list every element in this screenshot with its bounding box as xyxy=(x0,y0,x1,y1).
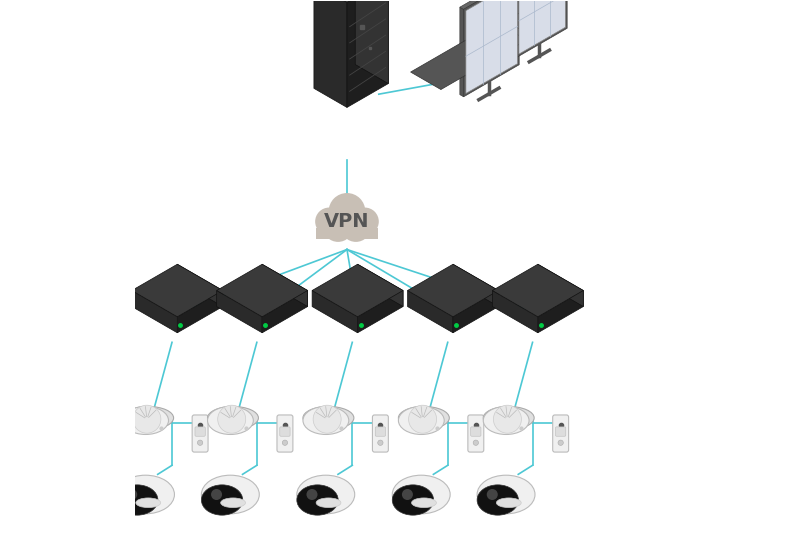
Polygon shape xyxy=(312,264,403,317)
Ellipse shape xyxy=(496,498,522,507)
Ellipse shape xyxy=(202,475,259,514)
FancyBboxPatch shape xyxy=(192,415,208,452)
Ellipse shape xyxy=(202,485,242,515)
Circle shape xyxy=(341,212,371,242)
Circle shape xyxy=(350,207,378,236)
Polygon shape xyxy=(519,0,566,54)
Polygon shape xyxy=(312,290,358,333)
Ellipse shape xyxy=(398,407,444,434)
Circle shape xyxy=(198,440,202,446)
FancyBboxPatch shape xyxy=(373,415,388,452)
Polygon shape xyxy=(178,264,222,306)
Polygon shape xyxy=(464,0,519,97)
Ellipse shape xyxy=(477,485,518,515)
FancyBboxPatch shape xyxy=(277,415,293,452)
Ellipse shape xyxy=(207,407,258,430)
Ellipse shape xyxy=(316,498,341,507)
Polygon shape xyxy=(538,264,583,306)
Polygon shape xyxy=(460,7,464,97)
Ellipse shape xyxy=(297,485,338,515)
Ellipse shape xyxy=(398,407,450,430)
Polygon shape xyxy=(317,228,378,239)
Ellipse shape xyxy=(392,485,434,515)
Polygon shape xyxy=(347,0,388,108)
Ellipse shape xyxy=(221,498,246,507)
Polygon shape xyxy=(132,264,222,317)
Circle shape xyxy=(315,207,343,236)
Ellipse shape xyxy=(207,407,254,434)
Text: VPN: VPN xyxy=(324,212,370,231)
Polygon shape xyxy=(262,290,308,333)
Circle shape xyxy=(313,405,341,433)
FancyBboxPatch shape xyxy=(555,427,566,436)
Polygon shape xyxy=(358,264,403,306)
FancyBboxPatch shape xyxy=(553,415,569,452)
Circle shape xyxy=(126,489,138,500)
Polygon shape xyxy=(217,290,262,333)
Circle shape xyxy=(133,405,161,433)
Polygon shape xyxy=(217,264,308,317)
Polygon shape xyxy=(178,290,222,333)
Circle shape xyxy=(218,405,246,433)
Polygon shape xyxy=(538,290,583,333)
Ellipse shape xyxy=(483,407,529,434)
Circle shape xyxy=(486,489,498,500)
FancyBboxPatch shape xyxy=(280,427,290,436)
Polygon shape xyxy=(466,0,518,93)
Polygon shape xyxy=(517,0,567,58)
Polygon shape xyxy=(460,0,519,10)
Polygon shape xyxy=(407,264,498,317)
Circle shape xyxy=(402,489,413,500)
Polygon shape xyxy=(492,264,583,317)
Polygon shape xyxy=(453,290,498,333)
Ellipse shape xyxy=(477,475,535,514)
Ellipse shape xyxy=(411,498,436,507)
Ellipse shape xyxy=(483,407,534,430)
Ellipse shape xyxy=(514,13,525,28)
Circle shape xyxy=(494,405,522,433)
FancyBboxPatch shape xyxy=(470,427,481,436)
Circle shape xyxy=(322,212,354,242)
FancyBboxPatch shape xyxy=(468,415,484,452)
Ellipse shape xyxy=(117,485,158,515)
Polygon shape xyxy=(314,0,347,108)
Polygon shape xyxy=(132,290,178,333)
Circle shape xyxy=(306,489,318,500)
Ellipse shape xyxy=(303,407,354,430)
Circle shape xyxy=(211,489,222,500)
Ellipse shape xyxy=(297,475,354,514)
Circle shape xyxy=(558,440,563,446)
Circle shape xyxy=(378,440,383,446)
Circle shape xyxy=(329,193,366,230)
Ellipse shape xyxy=(117,475,174,514)
Ellipse shape xyxy=(136,498,161,507)
Polygon shape xyxy=(410,22,526,90)
Circle shape xyxy=(409,405,437,433)
FancyBboxPatch shape xyxy=(375,427,386,436)
Polygon shape xyxy=(262,264,308,306)
Ellipse shape xyxy=(392,475,450,514)
Ellipse shape xyxy=(303,407,349,434)
Polygon shape xyxy=(453,264,498,306)
Circle shape xyxy=(473,440,478,446)
Polygon shape xyxy=(513,0,517,58)
FancyBboxPatch shape xyxy=(195,427,206,436)
Ellipse shape xyxy=(122,407,174,430)
Ellipse shape xyxy=(122,407,169,434)
Polygon shape xyxy=(314,0,388,3)
Polygon shape xyxy=(358,290,403,333)
Polygon shape xyxy=(355,0,388,84)
Polygon shape xyxy=(407,290,453,333)
Circle shape xyxy=(282,440,287,446)
Polygon shape xyxy=(492,290,538,333)
